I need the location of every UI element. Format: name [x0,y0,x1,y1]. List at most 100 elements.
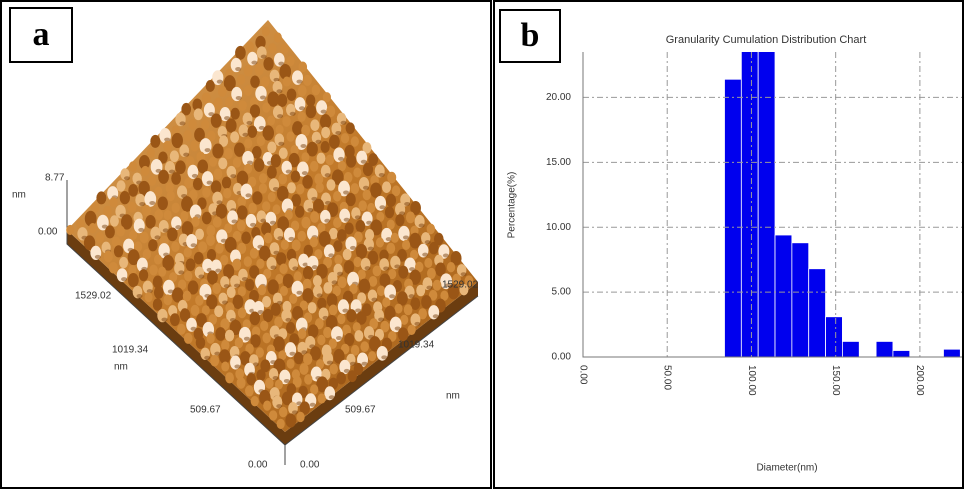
afm-bump [267,115,276,126]
afm-shadow [432,314,439,319]
afm-bump [237,196,246,208]
afm-bump [395,214,405,227]
afm-bump [165,182,174,193]
afm-bump [267,279,279,295]
afm-bump [225,118,237,133]
afm-bump [388,268,397,280]
afm-bump [349,283,358,294]
afm-bump [355,243,368,259]
afm-bump [245,385,254,397]
afm-bump [148,239,158,252]
afm-shadow [179,121,186,126]
afm-bump [169,272,178,283]
afm-bump [262,295,272,308]
afm-bump [153,254,163,265]
afm-bump [353,256,362,268]
afm-bump [266,165,277,179]
afm-bump [249,247,259,259]
afm-bump [397,249,407,262]
afm-bump [297,111,306,122]
afm-bump [270,302,281,316]
afm-bump [329,363,339,375]
afm-shadow [381,355,388,360]
afm-bump [171,132,183,149]
afm-bump [169,150,179,163]
afm-shadow [149,201,156,206]
afm-bump [421,295,432,309]
afm-image [66,20,479,465]
afm-shadow [276,89,283,94]
afm-bump [95,232,105,243]
afm-bump [333,217,342,229]
afm-axis-label: 1529.02 [75,291,112,302]
afm-bump [452,273,461,285]
afm-bump [183,130,192,141]
afm-bump [368,153,379,167]
afm-bump [244,163,253,174]
afm-bump [343,171,353,184]
afm-bump [356,311,367,325]
afm-bump [306,141,318,157]
afm-shadow [296,290,303,295]
afm-bump [261,26,270,37]
afm-bump [180,210,189,222]
afm-bump [128,161,138,172]
afm-bump [252,191,263,205]
afm-bump [368,351,377,362]
afm-bump [276,418,285,430]
afm-bump [440,290,449,301]
afm-bump [128,184,139,197]
afm-bump [119,256,129,269]
afm-bump [66,224,75,236]
afm-bump [328,134,340,149]
afm-bump [194,127,205,142]
afm-bump [223,264,235,279]
afm-bump [320,141,330,153]
afm-bump [279,64,292,80]
afm-bump [397,327,409,342]
afm-shadow [367,246,374,251]
afm-shadow [328,253,335,258]
afm-bump [213,97,223,110]
afm-bump [290,220,300,232]
afm-bump [260,76,270,88]
afm-bump [206,294,218,310]
afm-bump [298,61,308,73]
afm-bump [263,268,272,279]
afm-bump [432,279,442,291]
panel-label: a [33,16,50,53]
afm-bump [337,313,346,325]
afm-bump [327,202,339,218]
afm-bump [275,124,284,135]
afm-bump [301,124,311,137]
afm-shadow [190,243,197,248]
afm-bump [333,348,345,364]
afm-bump [325,154,335,166]
afm-bump [353,167,362,178]
afm-bump [244,138,253,149]
afm-bump [183,247,192,258]
afm-bump [345,122,355,135]
afm-bump [384,305,396,321]
afm-bump [328,338,337,349]
afm-shadow [402,235,409,240]
afm-bump [292,305,304,321]
afm-bump [262,308,274,323]
afm-bump [193,108,203,121]
afm-bump [314,173,324,185]
afm-bump [285,413,297,428]
afm-bump [127,201,137,213]
afm-shadow [360,159,367,164]
afm-bump [195,336,206,349]
afm-bump [236,220,246,232]
afm-bump [245,278,255,291]
afm-bump [282,76,291,87]
afm-shadow [338,156,345,161]
x-tick-label: 150.00 [830,365,841,396]
afm-bump [319,114,332,129]
bar [774,234,793,358]
axis-line [582,52,962,358]
afm-bump [337,276,347,289]
afm-bump [201,92,211,104]
afm-bump [224,147,233,160]
